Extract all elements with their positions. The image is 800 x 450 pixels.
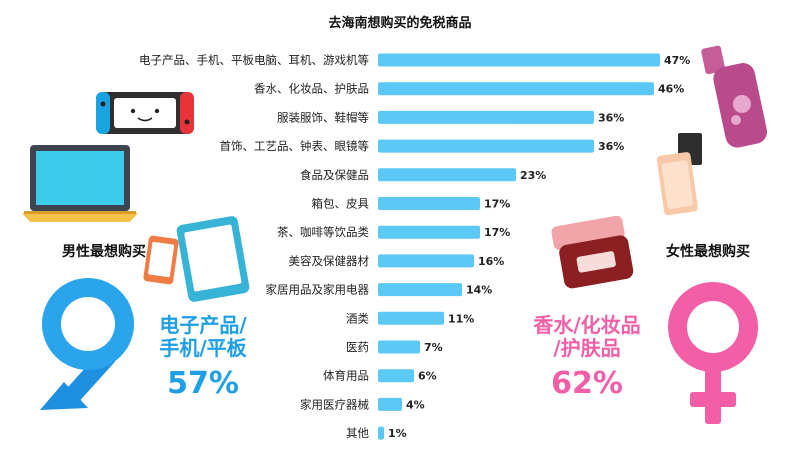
female-top-percent: 62% (551, 366, 623, 401)
category-label: 茶、咖啡等饮品类 (277, 225, 369, 239)
male-top-category-line1: 电子产品/ (159, 313, 247, 337)
perfume-bottle-icon (701, 45, 768, 148)
value-label: 11% (448, 312, 474, 325)
value-label: 36% (598, 111, 624, 124)
male-top-category: 电子产品/ 手机/平板 (138, 314, 268, 360)
category-label: 首饰、工艺品、钟表、眼镜等 (220, 139, 370, 153)
female-top-category-line1: 香水/化妆品 (533, 313, 641, 337)
chart-title: 去海南想购买的免税商品 (328, 16, 472, 31)
bar (378, 53, 660, 67)
category-label: 其他 (346, 426, 369, 440)
bar (378, 369, 414, 383)
value-label: 14% (466, 284, 492, 297)
category-label: 美容及保健器材 (289, 254, 370, 268)
value-label: 36% (598, 140, 624, 153)
game-console-icon (96, 92, 194, 134)
value-label: 6% (418, 370, 437, 383)
female-symbol-icon (668, 282, 758, 424)
value-label: 17% (484, 226, 510, 239)
bar (378, 139, 594, 153)
smartphone-icon (143, 235, 179, 285)
bar (378, 397, 402, 411)
male-top-percent: 57% (167, 366, 239, 401)
bar (378, 82, 654, 96)
cream-jar-icon (551, 215, 634, 289)
category-label: 服装服饰、鞋帽等 (277, 110, 369, 124)
male-heading: 男性最想购买 (62, 244, 146, 260)
male-top-category-line2: 手机/平板 (159, 336, 247, 360)
category-label: 箱包、皮具 (312, 197, 370, 211)
value-label: 46% (658, 83, 684, 96)
female-top-category: 香水/化妆品 /护肤品 (512, 314, 662, 360)
category-label: 家用医疗器械 (300, 397, 369, 411)
male-symbol-icon (40, 278, 134, 410)
bar-series: 电子产品、手机、平板电脑、耳机、游戏机等 47% 香水、化妆品、护肤品 46% 服装服饰… (139, 53, 690, 440)
category-label: 电子产品、手机、平板电脑、耳机、游戏机等 (139, 53, 369, 67)
bar (378, 254, 474, 268)
bar (378, 283, 462, 297)
category-label: 酒类 (346, 311, 369, 325)
category-label: 香水、化妆品、护肤品 (254, 82, 369, 96)
bar (378, 225, 480, 239)
bar (378, 311, 444, 325)
bar (378, 340, 420, 354)
tablet-icon (176, 216, 250, 302)
value-label: 4% (406, 398, 425, 411)
category-label: 医药 (346, 340, 369, 354)
bar (378, 168, 516, 182)
value-label: 47% (664, 54, 690, 67)
bar (378, 110, 594, 124)
category-label: 家居用品及家用电器 (266, 283, 370, 297)
category-label: 食品及保健品 (300, 168, 369, 182)
category-label: 体育用品 (323, 369, 369, 383)
value-label: 23% (520, 169, 546, 182)
value-label: 17% (484, 198, 510, 211)
value-label: 16% (478, 255, 504, 268)
female-heading: 女性最想购买 (666, 244, 750, 260)
cosmetic-bottle-icon (656, 133, 702, 216)
value-label: 7% (424, 341, 443, 354)
female-top-category-line2: /护肤品 (553, 336, 621, 360)
laptop-icon (22, 145, 138, 222)
bar (378, 197, 480, 210)
bar (378, 426, 384, 440)
value-label: 1% (388, 427, 407, 440)
